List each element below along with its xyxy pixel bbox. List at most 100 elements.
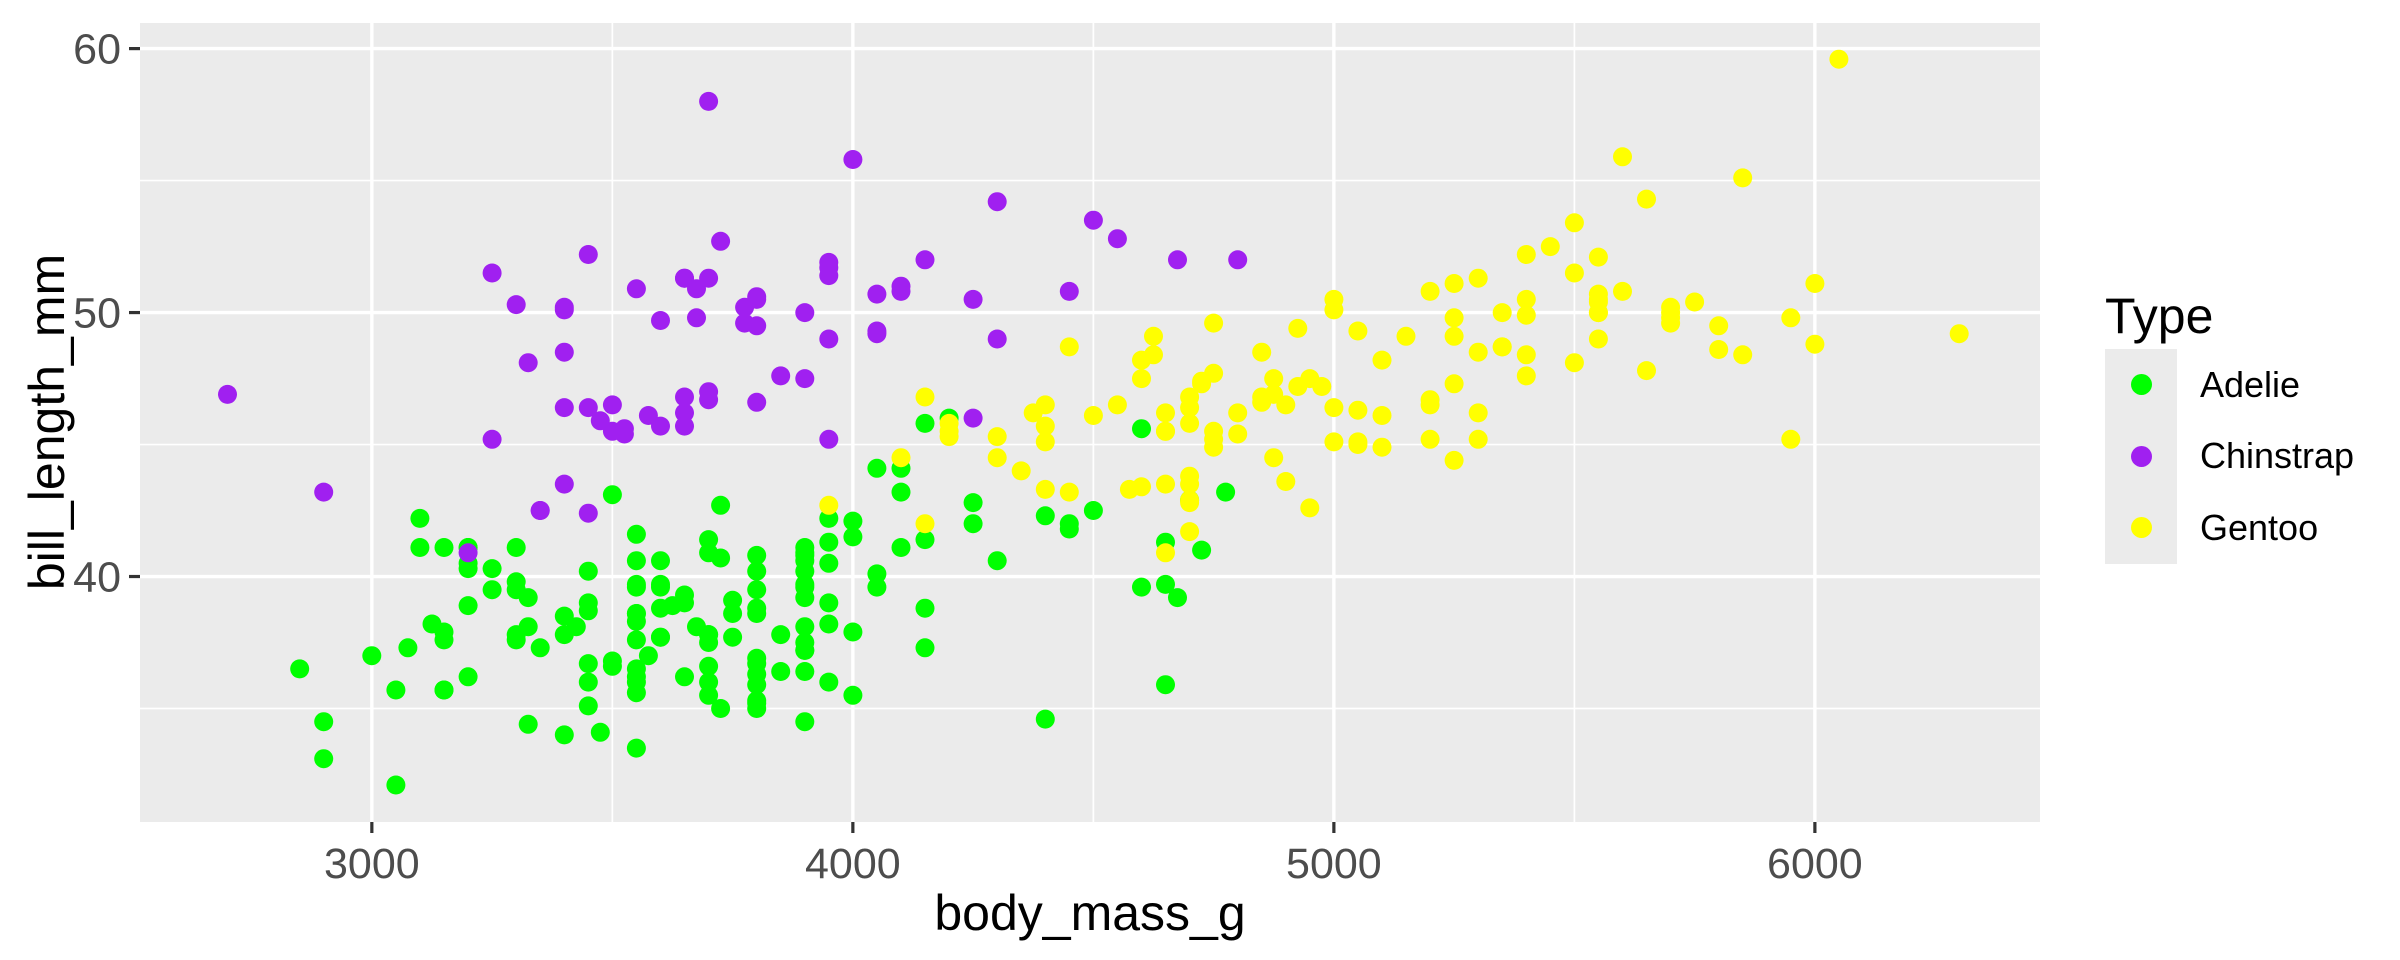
chinstrap-data-point xyxy=(506,295,526,315)
gentoo-data-point xyxy=(1035,432,1055,452)
gentoo-data-point xyxy=(1468,429,1488,449)
gentoo-data-point xyxy=(1733,168,1753,188)
gentoo-data-point xyxy=(1132,350,1151,370)
adelie-data-point xyxy=(506,538,526,557)
gentoo-data-point xyxy=(1805,274,1825,293)
gentoo-data-point xyxy=(1781,308,1801,328)
gentoo-data-point xyxy=(1516,345,1536,365)
chinstrap-data-point xyxy=(651,311,670,330)
adelie-data-point xyxy=(987,551,1007,571)
adelie-data-point xyxy=(638,646,658,666)
y-tick-label: 60 xyxy=(73,26,121,74)
gentoo-data-point xyxy=(1372,350,1392,370)
adelie-data-point xyxy=(867,577,887,597)
chinstrap-data-point xyxy=(1083,210,1103,230)
chinstrap-data-point xyxy=(651,416,670,436)
gentoo-data-point xyxy=(1348,400,1368,420)
gentoo-data-point xyxy=(1805,334,1825,354)
chinstrap-data-point xyxy=(771,366,791,386)
chinstrap-data-point xyxy=(699,390,719,410)
adelie-data-point xyxy=(314,712,334,732)
gentoo-data-point xyxy=(1204,421,1224,441)
adelie-data-point xyxy=(482,559,502,579)
adelie-data-point xyxy=(1168,588,1187,608)
gentoo-swatch-icon xyxy=(2130,517,2152,539)
chinstrap-data-point xyxy=(482,429,502,449)
adelie-data-point xyxy=(651,551,670,571)
adelie-data-point xyxy=(651,598,670,618)
gentoo-data-point xyxy=(1119,479,1139,499)
adelie-data-point xyxy=(1216,482,1236,502)
legend: Type Adelie Chinstrap Gentoo xyxy=(2105,289,2354,564)
adelie-data-point xyxy=(747,693,767,713)
chinstrap-data-point xyxy=(675,416,694,436)
legend-key xyxy=(2105,420,2177,492)
x-tick-label: 3000 xyxy=(324,840,420,888)
gentoo-data-point xyxy=(987,448,1007,468)
gentoo-data-point xyxy=(1180,522,1200,542)
adelie-data-point xyxy=(1156,574,1175,594)
adelie-data-point xyxy=(578,561,598,581)
adelie-data-point xyxy=(915,598,935,618)
adelie-data-point xyxy=(1192,540,1212,560)
gentoo-data-point xyxy=(1444,326,1464,346)
chinstrap-data-point xyxy=(675,387,694,407)
adelie-data-point xyxy=(434,630,454,650)
chinstrap-data-point xyxy=(891,281,911,301)
gentoo-data-point xyxy=(1252,342,1272,362)
chinstrap-data-point xyxy=(867,321,887,341)
gentoo-data-point xyxy=(1132,369,1151,389)
gentoo-data-point xyxy=(1023,403,1043,423)
gentoo-data-point xyxy=(915,514,935,534)
adelie-data-point xyxy=(422,614,442,634)
chinstrap-data-point xyxy=(735,313,755,333)
chinstrap-data-point xyxy=(554,342,574,362)
x-axis-title: body_mass_g xyxy=(934,885,1245,941)
gentoo-data-point xyxy=(1420,395,1440,415)
chinstrap-data-point xyxy=(735,297,755,317)
adelie-data-point xyxy=(891,482,911,502)
gentoo-data-point xyxy=(1348,321,1368,341)
chinstrap-data-point xyxy=(795,303,815,323)
chinstrap-data-point xyxy=(795,369,815,389)
x-tick-label: 6000 xyxy=(1767,840,1863,888)
gentoo-data-point xyxy=(1059,482,1079,502)
adelie-data-point xyxy=(590,722,610,742)
adelie-data-point xyxy=(554,725,574,745)
adelie-data-point xyxy=(915,638,935,658)
gentoo-data-point xyxy=(987,427,1007,447)
gentoo-data-point xyxy=(1180,387,1200,407)
adelie-swatch-icon xyxy=(2130,374,2152,396)
gentoo-data-point xyxy=(1228,403,1248,423)
chinstrap-data-point xyxy=(482,263,502,283)
adelie-data-point xyxy=(747,598,767,618)
gentoo-data-point xyxy=(1348,435,1368,454)
gentoo-data-point xyxy=(1083,406,1103,425)
gentoo-data-point xyxy=(1949,324,1969,344)
legend-title: Type xyxy=(2105,288,2214,344)
gentoo-data-point xyxy=(1564,213,1584,233)
legend-key xyxy=(2105,492,2177,564)
adelie-data-point xyxy=(362,646,382,666)
adelie-data-point xyxy=(602,485,622,505)
adelie-data-point xyxy=(771,625,791,645)
gentoo-data-point xyxy=(1156,421,1175,441)
adelie-data-point xyxy=(747,648,767,668)
gentoo-data-point xyxy=(1035,416,1055,436)
legend-item-adelie: Adelie xyxy=(2105,349,2354,421)
adelie-data-point xyxy=(843,685,863,705)
chinstrap-data-point xyxy=(1228,250,1248,270)
chinstrap-swatch-icon xyxy=(2130,445,2152,467)
chinstrap-data-point xyxy=(530,501,550,520)
gentoo-data-point xyxy=(1781,429,1801,449)
gentoo-data-point xyxy=(1300,498,1320,518)
chinstrap-data-point xyxy=(819,429,839,449)
gentoo-data-point xyxy=(1516,305,1536,325)
legend-label: Adelie xyxy=(2200,363,2301,405)
adelie-data-point xyxy=(843,527,863,547)
adelie-data-point xyxy=(687,617,706,637)
chinstrap-data-point xyxy=(458,543,478,563)
adelie-data-point xyxy=(602,656,622,676)
chinstrap-data-point xyxy=(963,408,983,428)
chinstrap-data-point xyxy=(819,252,839,272)
